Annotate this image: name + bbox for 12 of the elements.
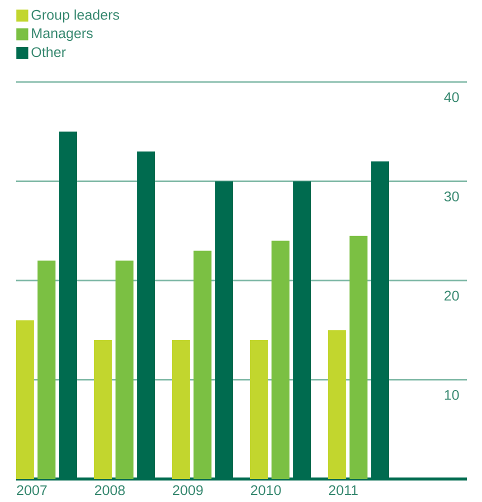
y-tick-label: 40 [444, 92, 459, 102]
legend-label: Group leaders [32, 10, 120, 23]
x-tick-label: 2007 [16, 485, 47, 496]
legend-label: Managers [32, 28, 93, 41]
x-tick-label: 2010 [250, 485, 281, 496]
x-tick-label: 2009 [172, 485, 203, 496]
y-tick-label: 10 [444, 390, 459, 400]
x-tick-label: 2011 [328, 485, 358, 496]
x-tick-label: 2008 [94, 485, 125, 496]
y-tick-label: 20 [444, 290, 459, 301]
y-tick-label: 30 [444, 192, 459, 202]
legend-label: Other [32, 46, 66, 58]
